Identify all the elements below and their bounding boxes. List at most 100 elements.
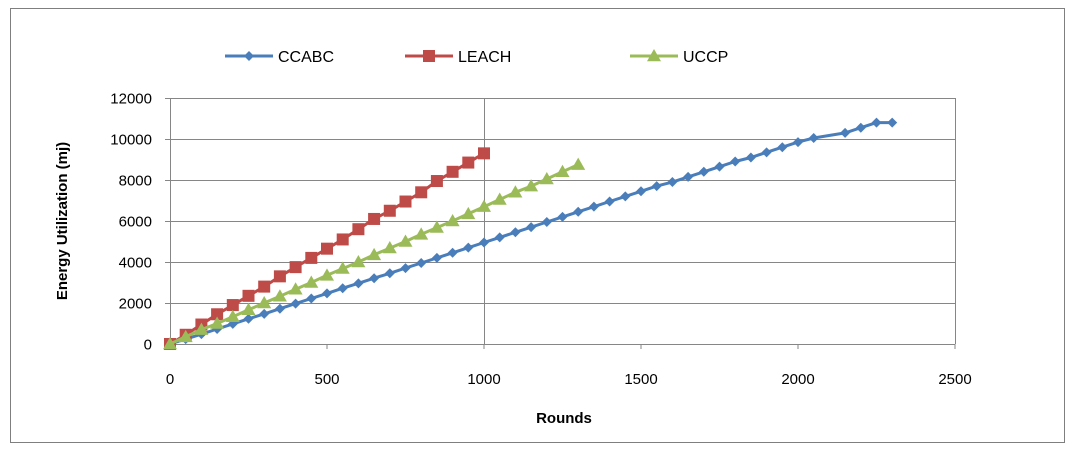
- y-tick-label: 12000: [110, 91, 152, 108]
- series-leach: [164, 147, 490, 350]
- data-point-ccabc: [526, 222, 537, 233]
- x-tick-label: 500: [314, 371, 339, 388]
- x-axis-title: Rounds: [536, 410, 592, 427]
- data-point-ccabc: [557, 211, 568, 222]
- data-point-uccp: [555, 164, 570, 178]
- data-point-uccp: [461, 206, 476, 220]
- y-axis-title: Energy Utilization (mj): [54, 142, 71, 300]
- legend-marker-uccp: [647, 49, 661, 62]
- data-point-ccabc: [636, 186, 646, 197]
- data-point-ccabc: [400, 263, 411, 274]
- y-tick-label: 4000: [119, 255, 152, 272]
- data-point-ccabc: [243, 313, 254, 324]
- data-point-uccp: [351, 255, 366, 268]
- data-point-ccabc: [651, 181, 662, 192]
- legend-item-ccabc: CCABC: [225, 49, 334, 66]
- x-tick-label: 0: [166, 371, 174, 388]
- data-point-ccabc: [855, 122, 866, 133]
- data-point-uccp: [272, 289, 287, 302]
- data-point-ccabc: [369, 273, 380, 284]
- data-point-ccabc: [306, 293, 317, 304]
- x-tick-label: 1000: [467, 371, 500, 388]
- data-point-leach: [368, 212, 381, 225]
- series-uccp: [163, 157, 586, 350]
- data-point-ccabc: [541, 217, 552, 228]
- y-tick-label: 10000: [110, 132, 152, 149]
- data-point-uccp: [335, 261, 350, 274]
- data-point-ccabc: [479, 237, 489, 248]
- data-point-uccp: [477, 199, 491, 212]
- data-point-leach: [289, 261, 302, 274]
- data-point-uccp: [288, 282, 303, 295]
- data-point-leach: [305, 251, 318, 264]
- data-point-leach: [462, 156, 475, 169]
- legend-item-uccp: UCCP: [630, 49, 728, 66]
- data-point-uccp: [414, 227, 429, 240]
- legend-label-ccabc: CCABC: [278, 49, 334, 66]
- data-point-ccabc: [730, 156, 741, 167]
- data-point-leach: [211, 308, 224, 321]
- data-point-uccp: [571, 157, 586, 170]
- data-point-leach: [446, 165, 459, 178]
- data-point-ccabc: [777, 142, 788, 153]
- y-tick-label: 0: [144, 337, 152, 354]
- data-point-leach: [383, 204, 396, 217]
- series-line-ccabc: [169, 121, 893, 346]
- data-point-uccp: [539, 171, 554, 185]
- data-point-uccp: [304, 275, 319, 288]
- axes: 0 2000 4000 6000 8000 10000 12000 0 500 1000 1500 2…: [110, 91, 971, 389]
- data-point-uccp: [382, 241, 397, 254]
- data-point-uccp: [257, 296, 272, 309]
- legend-label-uccp: UCCP: [683, 49, 728, 66]
- data-point-ccabc: [573, 206, 584, 217]
- data-point-ccabc: [761, 147, 772, 158]
- data-point-ccabc: [745, 152, 756, 163]
- data-point-leach: [478, 147, 490, 160]
- data-point-uccp: [367, 247, 382, 261]
- data-point-uccp: [178, 329, 193, 343]
- data-point-leach: [352, 223, 365, 236]
- data-point-ccabc: [604, 196, 615, 207]
- data-point-ccabc: [431, 252, 442, 263]
- data-point-uccp: [210, 316, 225, 329]
- y-tick-label: 6000: [119, 214, 152, 231]
- legend-marker-ccabc: [244, 51, 254, 61]
- data-point-ccabc: [840, 127, 851, 138]
- series-group: [163, 117, 898, 350]
- legend-label-leach: LEACH: [458, 49, 511, 66]
- data-point-ccabc: [494, 232, 505, 243]
- data-point-leach: [430, 175, 443, 188]
- data-point-ccabc: [510, 227, 521, 238]
- data-point-leach: [415, 186, 428, 199]
- data-point-uccp: [429, 220, 444, 233]
- data-point-ccabc: [447, 247, 458, 258]
- data-point-leach: [273, 270, 286, 283]
- data-point-ccabc: [620, 191, 631, 202]
- data-point-uccp: [320, 268, 334, 281]
- data-point-ccabc: [259, 308, 270, 319]
- data-point-leach: [258, 280, 271, 293]
- data-point-uccp: [492, 192, 507, 205]
- data-point-uccp: [241, 302, 256, 316]
- data-point-leach: [399, 195, 412, 208]
- data-point-ccabc: [274, 303, 285, 314]
- legend-item-leach: LEACH: [405, 49, 511, 66]
- data-point-ccabc: [808, 132, 819, 143]
- data-point-ccabc: [290, 298, 301, 309]
- data-point-ccabc: [683, 171, 694, 182]
- y-tick-label: 8000: [119, 173, 152, 190]
- data-point-ccabc: [871, 117, 882, 128]
- data-point-leach: [226, 299, 239, 312]
- legend: CCABC LEACH UCCP: [225, 49, 728, 66]
- x-tick-label: 2000: [781, 371, 814, 388]
- legend-marker-leach: [423, 50, 435, 62]
- x-tick-label: 1500: [624, 371, 657, 388]
- data-point-uccp: [524, 179, 539, 192]
- data-point-uccp: [445, 214, 460, 227]
- data-point-ccabc: [588, 201, 599, 212]
- data-point-ccabc: [887, 117, 898, 128]
- data-point-leach: [336, 233, 349, 246]
- data-point-uccp: [194, 322, 209, 335]
